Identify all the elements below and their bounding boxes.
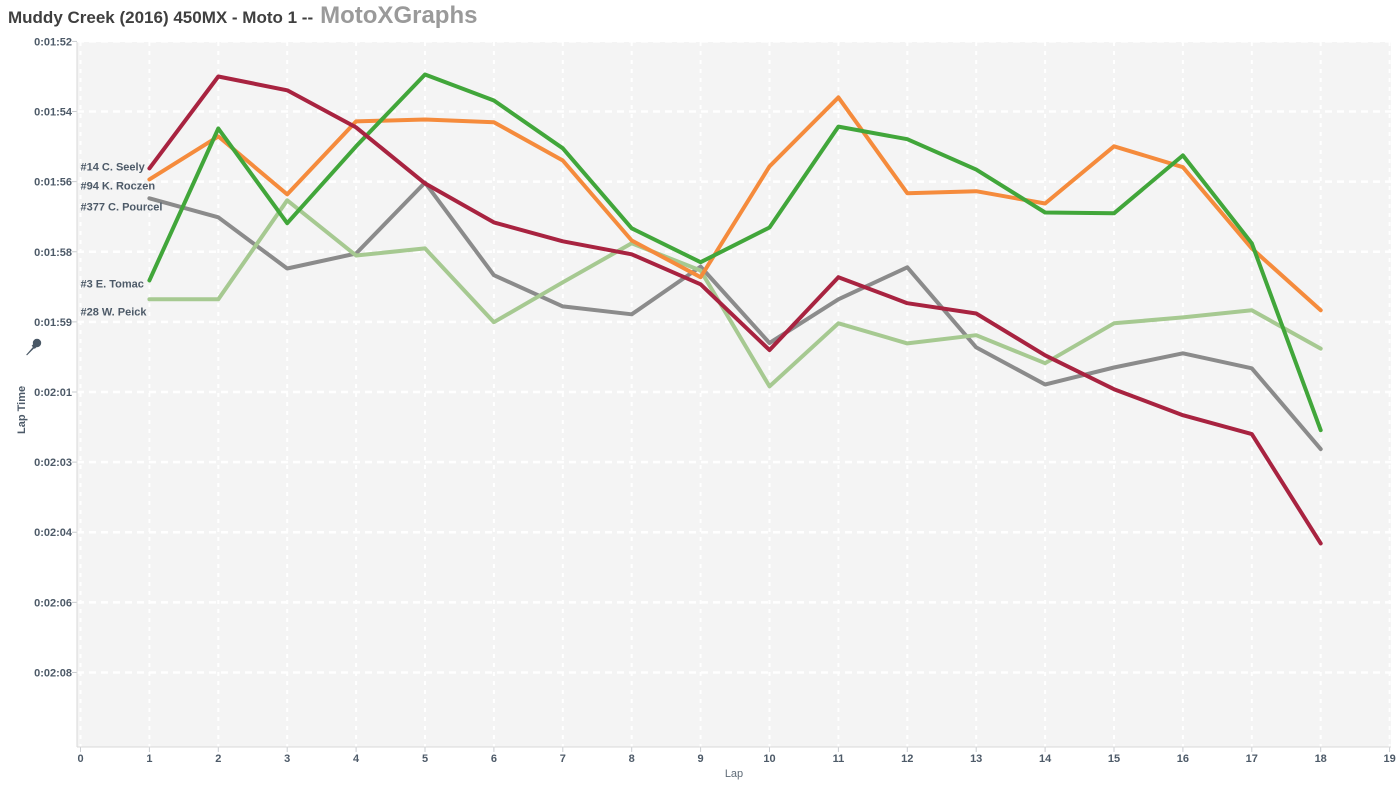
x-tick-label: 19 — [1383, 753, 1395, 765]
x-tick-label: 6 — [491, 753, 497, 765]
series-line-2 — [147, 180, 1323, 452]
x-tick-label: 12 — [901, 753, 913, 765]
x-tick-label: 15 — [1108, 753, 1120, 765]
series-label: #3 E. Tomac — [81, 278, 144, 290]
y-tick-labels: 0:01:52 0:01:54 0:01:56 0:01:58 0:01:59 0:02:… — [34, 36, 73, 679]
y-tick-label: 0:01:56 — [34, 177, 72, 189]
vertical-gridlines — [79, 42, 1391, 752]
series-label: #28 W. Peick — [81, 306, 148, 318]
x-tick-label: 13 — [970, 753, 982, 765]
page-title: Muddy Creek (2016) 450MX - Moto 1 -- Mot… — [8, 2, 477, 30]
series-lines — [147, 72, 1323, 546]
series-label: #377 C. Pourcel — [81, 201, 163, 213]
series-line-3 — [147, 72, 1323, 433]
y-tick-label: 0:02:03 — [34, 457, 72, 469]
series-line-0 — [147, 74, 1323, 546]
x-tick-label: 4 — [353, 753, 360, 765]
series-line-1 — [147, 95, 1323, 313]
x-tick-labels: 0 1 2 3 4 5 6 7 8 9 10 11 12 13 14 15 16 17 18 19 — [77, 753, 1395, 765]
series-label: #14 C. Seely — [81, 161, 146, 173]
plot-background — [77, 42, 1391, 747]
y-tick-label: 0:02:04 — [34, 527, 73, 539]
x-tick-label: 1 — [146, 753, 152, 765]
x-tick-label: 17 — [1246, 753, 1258, 765]
x-tick-label: 18 — [1315, 753, 1327, 765]
x-axis-title: Lap — [724, 768, 744, 780]
y-tick-label: 0:02:01 — [34, 387, 72, 399]
y-axis-title: Lap Time — [16, 385, 28, 434]
y-tick-label: 0:02:06 — [34, 597, 72, 609]
x-tick-label: 8 — [629, 753, 635, 765]
race-title: Muddy Creek (2016) 450MX - Moto 1 -- — [8, 8, 314, 27]
pinned-axis-icon — [26, 338, 42, 356]
y-tick-label: 0:01:58 — [34, 247, 72, 259]
y-tick-label: 0:01:59 — [34, 317, 72, 329]
y-tick-label: 0:01:54 — [34, 107, 73, 119]
y-tick-label: 0:02:08 — [34, 667, 72, 679]
x-tick-label: 5 — [422, 753, 428, 765]
x-tick-label: 0 — [77, 753, 83, 765]
brand-title: MotoXGraphs — [320, 2, 478, 29]
y-tick-label: 0:01:52 — [34, 36, 72, 48]
x-tick-label: 10 — [763, 753, 775, 765]
x-tick-label: 3 — [284, 753, 290, 765]
series-labels: #14 C. Seely #94 K. Roczen #377 C. Pourcel… — [81, 161, 163, 318]
series-line-4 — [147, 198, 1323, 389]
x-tick-label: 16 — [1177, 753, 1189, 765]
x-tick-label: 7 — [560, 753, 566, 765]
series-label: #94 K. Roczen — [81, 180, 156, 192]
x-tick-label: 2 — [215, 753, 221, 765]
x-tick-label: 9 — [698, 753, 704, 765]
x-tick-label: 11 — [833, 753, 845, 765]
horizontal-gridlines — [72, 40, 1391, 674]
x-tick-label: 14 — [1039, 753, 1052, 765]
